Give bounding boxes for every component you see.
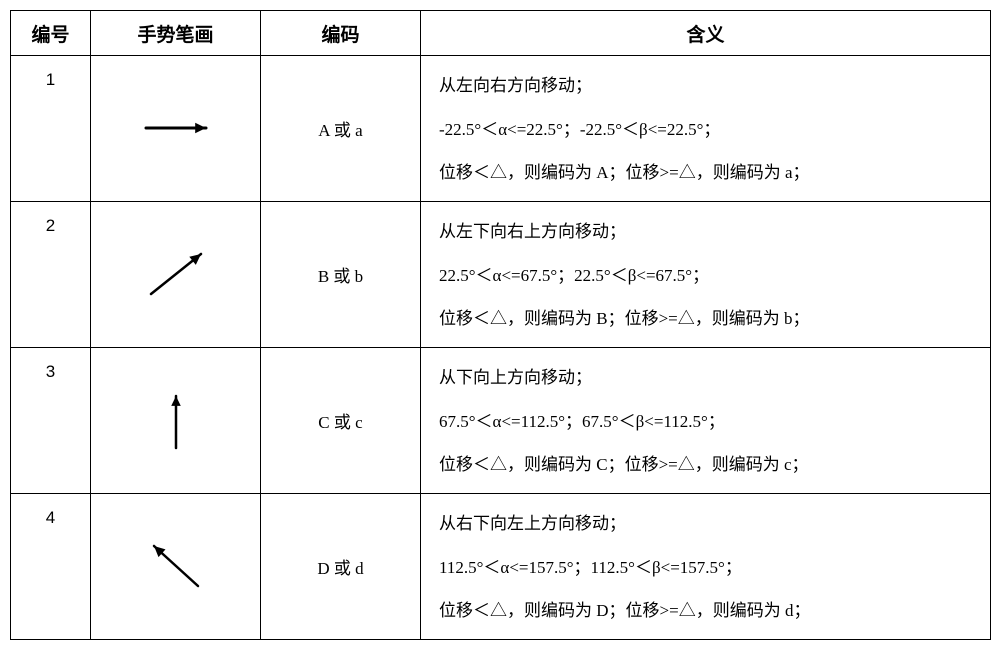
header-stroke: 手势笔画 — [91, 11, 261, 56]
meaning-line: 从下向上方向移动； — [439, 365, 980, 391]
meaning-line: 位移＜△，则编码为 D；位移>=△，则编码为 d； — [439, 598, 980, 624]
cell-num: 2 — [11, 202, 91, 348]
arrow-icon — [136, 98, 216, 160]
meaning-line: 位移＜△，则编码为 A；位移>=△，则编码为 a； — [439, 160, 980, 186]
table-row: 2 B 或 b 从左下向右上方向移动； 22.5°＜α<=67.5°；22.5°＜β… — [11, 202, 991, 348]
cell-stroke — [91, 56, 261, 202]
cell-meaning: 从右下向左上方向移动； 112.5°＜α<=157.5°；112.5°＜β<=15… — [421, 494, 991, 640]
cell-code: D 或 d — [261, 494, 421, 640]
cell-stroke — [91, 494, 261, 640]
cell-stroke — [91, 348, 261, 494]
table-body: 1 A 或 a 从左向右方向移动； -22.5°＜α<=22.5°；-22.5°＜β… — [11, 56, 991, 640]
meaning-line: 位移＜△，则编码为 B；位移>=△，则编码为 b； — [439, 306, 980, 332]
cell-code: C 或 c — [261, 348, 421, 494]
meaning-line: -22.5°＜α<=22.5°；-22.5°＜β<=22.5°； — [439, 117, 980, 143]
header-code: 编码 — [261, 11, 421, 56]
cell-meaning: 从下向上方向移动； 67.5°＜α<=112.5°；67.5°＜β<=112.5°… — [421, 348, 991, 494]
meaning-line: 67.5°＜α<=112.5°；67.5°＜β<=112.5°； — [439, 409, 980, 435]
meaning-line: 从右下向左上方向移动； — [439, 511, 980, 537]
header-num: 编号 — [11, 11, 91, 56]
meaning-line: 从左向右方向移动； — [439, 73, 980, 99]
meaning-line: 112.5°＜α<=157.5°；112.5°＜β<=157.5°； — [439, 555, 980, 581]
cell-num: 3 — [11, 348, 91, 494]
table-header-row: 编号 手势笔画 编码 含义 — [11, 11, 991, 56]
arrow-icon — [136, 390, 216, 452]
table-row: 3 C 或 c 从下向上方向移动； 67.5°＜α<=112.5°；67.5°＜β<… — [11, 348, 991, 494]
arrow-icon — [136, 244, 216, 306]
cell-num: 1 — [11, 56, 91, 202]
cell-num: 4 — [11, 494, 91, 640]
meaning-line: 22.5°＜α<=67.5°；22.5°＜β<=67.5°； — [439, 263, 980, 289]
cell-code: A 或 a — [261, 56, 421, 202]
cell-meaning: 从左下向右上方向移动； 22.5°＜α<=67.5°；22.5°＜β<=67.5°… — [421, 202, 991, 348]
arrow-icon — [136, 536, 216, 598]
cell-code: B 或 b — [261, 202, 421, 348]
cell-stroke — [91, 202, 261, 348]
cell-meaning: 从左向右方向移动； -22.5°＜α<=22.5°；-22.5°＜β<=22.5°… — [421, 56, 991, 202]
gesture-encoding-table: 编号 手势笔画 编码 含义 1 A 或 a 从左向右方向移动； -22.5°＜α<=… — [10, 10, 991, 640]
header-meaning: 含义 — [421, 11, 991, 56]
meaning-line: 位移＜△，则编码为 C；位移>=△，则编码为 c； — [439, 452, 980, 478]
table-row: 4 D 或 d 从右下向左上方向移动； 112.5°＜α<=157.5°；112.5… — [11, 494, 991, 640]
meaning-line: 从左下向右上方向移动； — [439, 219, 980, 245]
table-row: 1 A 或 a 从左向右方向移动； -22.5°＜α<=22.5°；-22.5°＜β… — [11, 56, 991, 202]
